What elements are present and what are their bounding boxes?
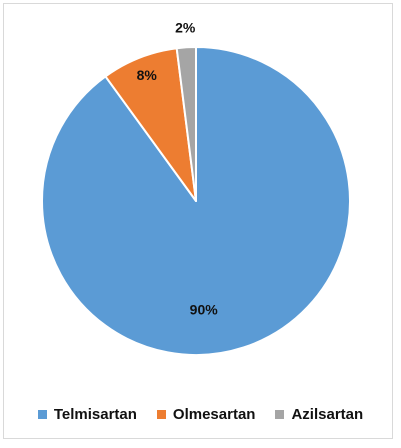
legend-item-azilsartan: Azilsartan <box>275 406 363 423</box>
pie-slice-azilsartan <box>175 45 197 202</box>
legend-label-olmesartan: Olmesartan <box>172 405 256 423</box>
legend-swatch-azilsartan <box>275 409 285 419</box>
legend-label-azilsartan: Azilsartan <box>291 405 364 423</box>
legend-item-olmesartan: Olmesartan <box>156 405 256 423</box>
legend-item-telmisartan: Telmisartan <box>37 405 137 423</box>
data-label-olmesartan: 8% <box>137 67 158 83</box>
pie-data-labels: 90% 8% 2% <box>137 20 219 318</box>
pie-slices <box>41 45 351 356</box>
legend-swatch-telmisartan <box>37 409 47 419</box>
legend: Telmisartan Olmesartan Azilsartan <box>0 402 401 426</box>
data-label-azilsartan: 2% <box>175 20 196 36</box>
data-label-telmisartan: 90% <box>190 302 219 318</box>
legend-swatch-olmesartan <box>156 409 166 419</box>
legend-label-telmisartan: Telmisartan <box>53 405 137 423</box>
